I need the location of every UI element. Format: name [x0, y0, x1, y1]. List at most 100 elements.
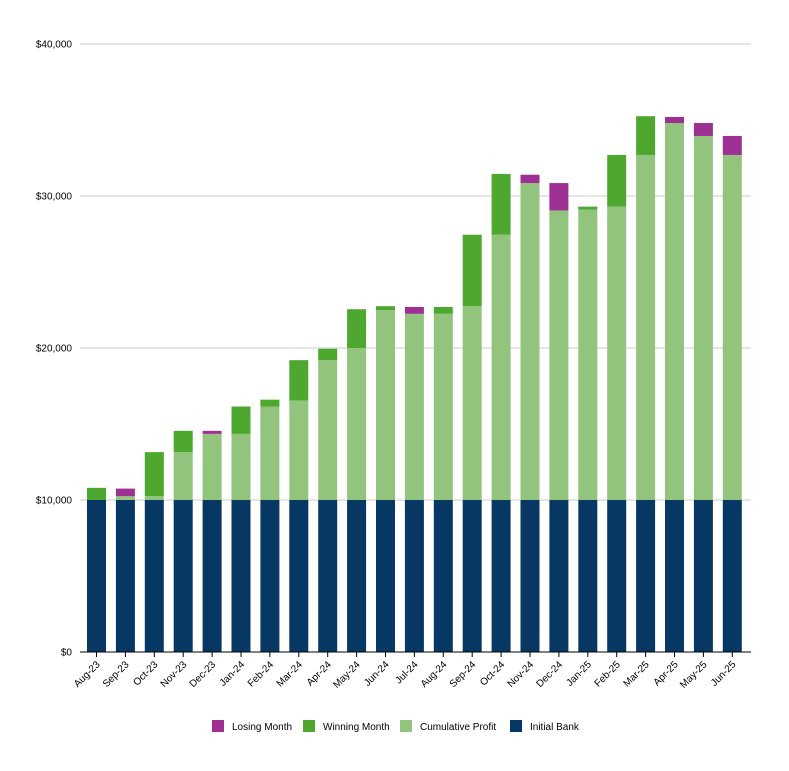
x-tick-label: May-25 — [678, 659, 710, 691]
bar-initial-bank — [433, 500, 453, 652]
bar-winning-month — [289, 360, 309, 401]
x-tick-label: Feb-25 — [593, 659, 623, 689]
x-tick-label: Apr-24 — [305, 659, 334, 688]
x-tick-label: Aug-24 — [419, 659, 450, 690]
bar-cumulative-profit — [520, 183, 540, 500]
x-tick-label: Apr-25 — [652, 659, 681, 688]
bar-initial-bank — [144, 500, 164, 652]
bar-cumulative-profit — [636, 154, 656, 500]
bar-losing-month — [202, 430, 222, 434]
x-tick-label: Aug-23 — [72, 659, 103, 690]
bar-winning-month — [144, 452, 164, 497]
bar-initial-bank — [260, 500, 280, 652]
bar-cumulative-profit — [231, 433, 251, 500]
y-tick-label: $10,000 — [36, 496, 73, 507]
bar-initial-bank — [347, 500, 367, 652]
bar-cumulative-profit — [462, 306, 482, 500]
bar-losing-month — [693, 123, 713, 136]
bar-cumulative-profit — [433, 313, 453, 500]
bar-initial-bank — [202, 500, 222, 652]
bar-initial-bank — [491, 500, 511, 652]
bar-initial-bank — [289, 500, 309, 652]
bar-winning-month — [376, 306, 395, 310]
bar-initial-bank — [722, 500, 742, 652]
y-tick-label: $0 — [61, 648, 73, 659]
bar-winning-month — [318, 348, 338, 361]
bar-cumulative-profit — [115, 496, 135, 500]
bar-cumulative-profit — [578, 209, 598, 500]
x-tick-label: Jun-25 — [709, 659, 739, 689]
bars — [87, 116, 742, 652]
bar-winning-month — [433, 306, 453, 314]
bar-initial-bank — [665, 500, 684, 652]
x-tick-label: Mar-24 — [275, 659, 305, 689]
x-tick-label: Oct-24 — [478, 659, 507, 688]
bar-winning-month — [87, 487, 106, 500]
bar-initial-bank — [173, 500, 193, 652]
bar-cumulative-profit — [260, 406, 280, 500]
bar-cumulative-profit — [693, 135, 713, 500]
bar-winning-month — [260, 399, 280, 407]
legend-label: Winning Month — [323, 722, 390, 733]
legend-swatch — [212, 720, 224, 732]
legend-label: Losing Month — [232, 722, 292, 733]
x-tick-label: Jan-24 — [218, 659, 248, 689]
x-tick-label: Dec-23 — [188, 659, 219, 690]
bar-initial-bank — [607, 500, 627, 652]
x-tick-label: Feb-24 — [246, 659, 276, 689]
x-tick-label: Dec-24 — [534, 659, 565, 690]
bar-losing-month — [520, 174, 540, 184]
bar-losing-month — [722, 135, 742, 155]
bar-winning-month — [607, 154, 627, 207]
x-axis-ticks — [96, 652, 733, 657]
bar-initial-bank — [549, 500, 569, 652]
x-tick-label: Sep-23 — [101, 659, 132, 690]
x-tick-label: Sep-24 — [448, 659, 479, 690]
bar-initial-bank — [115, 500, 135, 652]
bar-cumulative-profit — [202, 433, 222, 500]
bar-winning-month — [173, 430, 193, 453]
x-tick-label: Jul-24 — [393, 659, 420, 686]
bar-cumulative-profit — [665, 123, 684, 500]
x-tick-label: Mar-25 — [622, 659, 652, 689]
legend-item-cumulative-profit: Cumulative Profit — [400, 720, 496, 733]
bar-winning-month — [491, 173, 511, 235]
bar-cumulative-profit — [722, 154, 742, 500]
legend-label: Cumulative Profit — [420, 722, 496, 733]
bar-initial-bank — [87, 500, 106, 652]
legend-item-initial-bank: Initial Bank — [510, 720, 580, 733]
y-tick-label: $20,000 — [36, 344, 73, 355]
bar-initial-bank — [318, 500, 338, 652]
bar-cumulative-profit — [549, 210, 569, 500]
bar-cumulative-profit — [376, 310, 395, 500]
y-axis-labels: $0 $10,000 $20,000 $30,000 $40,000 — [36, 40, 73, 659]
bar-cumulative-profit — [289, 400, 309, 500]
bar-winning-month — [231, 406, 251, 434]
bar-winning-month — [636, 116, 656, 155]
x-tick-label: Jun-24 — [362, 659, 392, 689]
bar-winning-month — [578, 206, 598, 210]
bar-cumulative-profit — [173, 452, 193, 500]
legend-item-losing-month: Losing Month — [212, 720, 292, 733]
y-tick-label: $40,000 — [36, 40, 73, 51]
bar-initial-bank — [520, 500, 540, 652]
bar-losing-month — [404, 306, 424, 314]
x-tick-label: Nov-24 — [506, 659, 537, 690]
bar-winning-month — [347, 309, 367, 348]
bar-cumulative-profit — [318, 360, 338, 500]
legend-swatch — [510, 720, 522, 732]
bar-cumulative-profit — [491, 234, 511, 500]
legend-swatch — [400, 720, 412, 732]
bar-cumulative-profit — [607, 206, 627, 500]
bar-cumulative-profit — [347, 348, 367, 500]
legend: Losing Month Winning Month Cumulative Prof… — [212, 720, 580, 733]
x-tick-label: Jan-25 — [565, 659, 595, 689]
x-tick-label: May-24 — [331, 659, 363, 691]
bar-losing-month — [549, 183, 569, 211]
bar-cumulative-profit — [404, 313, 424, 500]
x-tick-label: Oct-23 — [131, 659, 160, 688]
bar-initial-bank — [404, 500, 424, 652]
